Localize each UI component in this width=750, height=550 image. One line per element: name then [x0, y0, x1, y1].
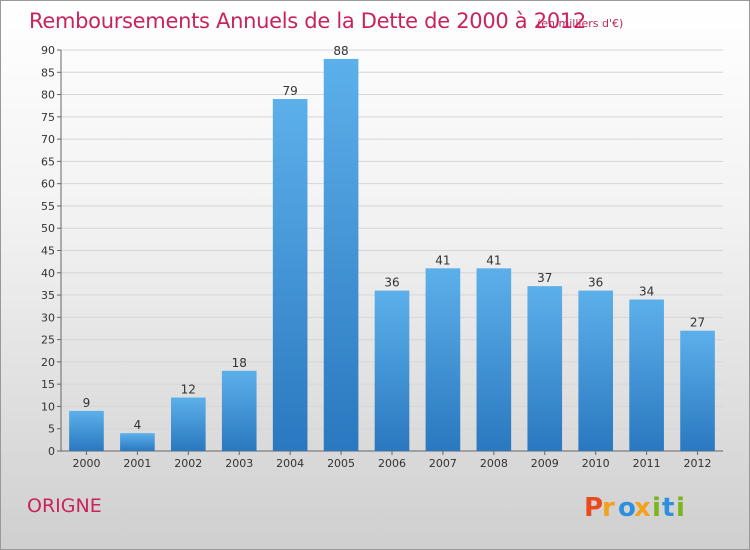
logo-letter: o	[618, 493, 636, 523]
chart-title: Remboursements Annuels de la Dette de 20…	[29, 9, 586, 33]
data-label-2004: 79	[283, 84, 298, 98]
data-label-2009: 37	[537, 271, 552, 285]
label-layer: 9 4 12 18 79 88 36 41 41 37 36 34 27	[83, 44, 706, 432]
data-label-2000: 9	[83, 396, 91, 410]
x-tick-label-2004: 2004	[276, 457, 304, 470]
bar-2008	[476, 268, 512, 451]
data-label-2008: 41	[486, 253, 501, 267]
data-label-2003: 18	[232, 356, 247, 370]
bar-2000	[69, 410, 104, 451]
bar-2003	[221, 370, 257, 451]
bar-2012	[680, 330, 715, 451]
y-tick-label: 80	[41, 89, 55, 102]
y-tick-label: 50	[41, 222, 55, 235]
axis-layer: 0 5 10 15 20 25 30 35 40 45 50 55 60 65 70 75 80 85 90 2000…	[41, 44, 723, 470]
y-tick-label: 55	[41, 200, 55, 213]
x-tick-label-2009: 2009	[531, 457, 559, 470]
y-tick-label: 5	[48, 423, 55, 436]
y-tick-label: 70	[41, 133, 55, 146]
bar-2006	[374, 290, 410, 451]
y-tick-label: 60	[41, 178, 55, 191]
data-label-2010: 36	[588, 276, 603, 290]
y-tick-label: 20	[41, 356, 55, 369]
data-label-2012: 27	[690, 316, 705, 330]
data-label-2001: 4	[134, 418, 142, 432]
x-tick-label-2011: 2011	[633, 457, 661, 470]
y-tick-label: 90	[41, 44, 55, 57]
data-label-2002: 12	[181, 383, 196, 397]
y-tick-label: 25	[41, 334, 55, 347]
y-tick-label: 15	[41, 378, 55, 391]
y-tick-label: 0	[48, 445, 55, 458]
bar-layer	[69, 58, 715, 452]
x-tick-label-2008: 2008	[480, 457, 508, 470]
x-tick-label-2002: 2002	[174, 457, 202, 470]
y-tick-label: 75	[41, 111, 55, 124]
x-tick-label-2003: 2003	[225, 457, 253, 470]
x-tick-label-2006: 2006	[378, 457, 406, 470]
bar-2002	[170, 397, 206, 451]
proxiti-logo: Pr ox i t i	[584, 493, 685, 523]
bar-2004	[272, 99, 308, 451]
x-tick-label-2012: 2012	[684, 457, 712, 470]
bar-2009	[527, 286, 563, 451]
bar-2007	[425, 268, 461, 451]
y-tick-label: 45	[41, 245, 55, 258]
logo-letter: i	[652, 493, 661, 523]
y-tick-label: 65	[41, 155, 55, 168]
x-tick-label-2000: 2000	[72, 457, 100, 470]
chart-subtitle: (en milliers d'€)	[537, 17, 624, 30]
bar-2001	[120, 433, 155, 451]
logo-letter: x	[634, 493, 651, 523]
commune-name: ORIGNE	[27, 495, 102, 517]
logo-letter: P	[584, 493, 603, 523]
bar-2010	[578, 290, 614, 451]
data-label-2007: 41	[435, 253, 450, 267]
x-tick-label-2010: 2010	[582, 457, 610, 470]
grid-layer	[61, 49, 723, 430]
x-tick-label-2007: 2007	[429, 457, 457, 470]
logo-letter: r	[602, 493, 615, 523]
x-tick-label-2005: 2005	[327, 457, 355, 470]
y-tick-label: 10	[41, 400, 55, 413]
data-label-2011: 34	[639, 285, 654, 299]
y-tick-label: 85	[41, 66, 55, 79]
logo-letter: i	[676, 493, 685, 523]
bar-2005	[323, 58, 359, 452]
bar-2011	[629, 299, 664, 451]
y-tick-label: 35	[41, 289, 55, 302]
y-tick-label: 40	[41, 267, 55, 280]
x-tick-label-2001: 2001	[123, 457, 151, 470]
data-label-2005: 88	[333, 44, 348, 58]
y-tick-label: 30	[41, 311, 55, 324]
logo-letter: t	[662, 493, 674, 523]
data-label-2006: 36	[384, 276, 399, 290]
